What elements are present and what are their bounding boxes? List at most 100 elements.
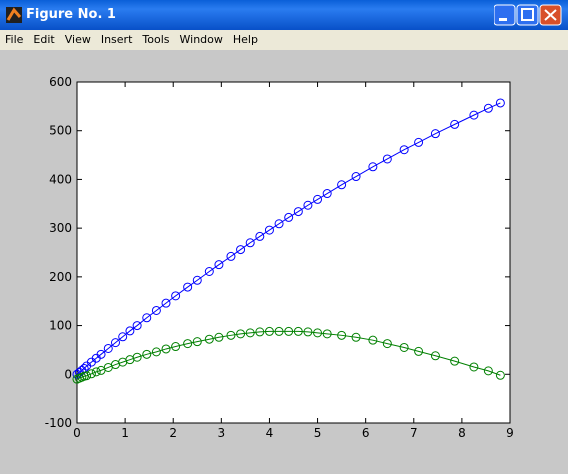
y-tick-label: 600 — [49, 75, 72, 89]
menu-item[interactable]: Edit — [33, 33, 55, 46]
data-point — [469, 110, 479, 120]
minimize-button[interactable] — [494, 4, 516, 26]
data-point — [236, 245, 246, 255]
menu-item[interactable]: Tools — [142, 33, 170, 46]
data-point — [284, 326, 294, 336]
data-point — [430, 351, 440, 361]
data-point — [151, 347, 161, 357]
menu-item[interactable]: Window — [179, 33, 223, 46]
data-point — [351, 332, 361, 342]
data-point — [118, 332, 128, 342]
data-point — [132, 321, 142, 331]
data-point — [132, 352, 142, 362]
x-tick-label: 0 — [73, 426, 81, 440]
data-point — [183, 339, 193, 349]
data-point — [483, 366, 493, 376]
data-point — [322, 329, 332, 339]
data-point — [450, 356, 460, 366]
data-point — [368, 162, 378, 172]
app-icon — [6, 7, 22, 23]
data-point — [495, 98, 505, 108]
data-point — [171, 291, 181, 301]
data-point — [110, 338, 120, 348]
data-point — [293, 326, 303, 336]
data-point — [183, 282, 193, 292]
data-point — [204, 266, 214, 276]
plot-area — [76, 81, 511, 424]
data-point — [284, 212, 294, 222]
data-point — [399, 342, 409, 352]
data-point — [192, 275, 202, 285]
close-glyph — [544, 9, 557, 21]
data-point — [303, 327, 313, 337]
x-tick-label: 9 — [506, 426, 514, 440]
data-point — [255, 231, 265, 241]
minimize-glyph — [499, 18, 507, 21]
data-point — [255, 327, 265, 337]
series-line — [76, 102, 501, 375]
window-buttons — [494, 4, 562, 26]
data-point — [125, 326, 135, 336]
y-tick-label: -100 — [45, 416, 72, 430]
data-point — [274, 326, 284, 336]
data-point — [469, 362, 479, 372]
y-tick-label: 300 — [49, 221, 72, 235]
data-point — [214, 260, 224, 270]
menu-item[interactable]: Help — [232, 33, 258, 46]
data-point — [192, 337, 202, 347]
x-tick-label: 7 — [410, 426, 418, 440]
x-tick-label: 8 — [458, 426, 466, 440]
data-point — [322, 189, 332, 199]
data-point — [142, 313, 152, 323]
data-point — [351, 172, 361, 182]
menu-item[interactable]: View — [64, 33, 91, 46]
data-point — [142, 349, 152, 359]
data-point — [483, 103, 493, 113]
data-point — [204, 334, 214, 344]
data-point — [293, 207, 303, 217]
x-tick-label: 5 — [314, 426, 322, 440]
data-point — [313, 194, 323, 204]
window-title: Figure No. 1 — [26, 7, 116, 22]
y-tick-label: 100 — [49, 319, 72, 333]
menu-item[interactable]: File — [5, 33, 24, 46]
x-tick-label: 1 — [121, 426, 129, 440]
data-point — [414, 137, 424, 147]
data-point — [86, 369, 96, 379]
data-point — [264, 326, 274, 336]
data-point — [414, 346, 424, 356]
data-point — [430, 129, 440, 139]
data-point — [226, 251, 236, 261]
data-point — [161, 298, 171, 308]
data-point — [82, 371, 92, 381]
data-point — [399, 145, 409, 155]
y-tick-label: 200 — [49, 270, 72, 284]
x-tick-label: 4 — [266, 426, 274, 440]
data-point — [382, 339, 392, 349]
y-tick-label: 400 — [49, 172, 72, 186]
data-point — [226, 330, 236, 340]
menu-item[interactable]: Insert — [100, 33, 133, 46]
data-point — [161, 344, 171, 354]
data-point — [245, 328, 255, 338]
data-point — [214, 332, 224, 342]
data-point — [171, 342, 181, 352]
data-point — [103, 343, 113, 353]
menu-bar: File Edit View Insert Tools Window Help — [0, 30, 568, 50]
x-tick-label: 6 — [362, 426, 370, 440]
data-point — [245, 238, 255, 248]
title-bar: Figure No. 1 — [0, 0, 568, 30]
data-point — [91, 367, 101, 377]
series-line — [76, 330, 501, 380]
data-point — [337, 330, 347, 340]
maximize-glyph — [521, 8, 534, 21]
data-point — [313, 328, 323, 338]
x-tick-label: 3 — [218, 426, 226, 440]
data-point — [264, 225, 274, 235]
data-point — [368, 335, 378, 345]
x-tick-label: 2 — [169, 426, 177, 440]
data-point — [303, 200, 313, 210]
data-point — [274, 219, 284, 229]
